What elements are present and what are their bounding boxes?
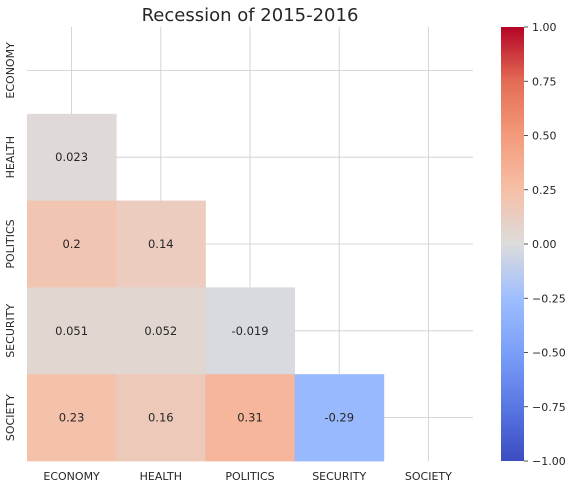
- heatmap-cell-value: 0.023: [55, 150, 88, 164]
- colorbar-tick-label: 0.75: [532, 75, 557, 88]
- colorbar-tick-label: 0.50: [532, 130, 557, 143]
- heatmap-cell: [205, 287, 295, 375]
- heatmap-cell: [116, 200, 206, 288]
- x-axis-tick-labels: ECONOMY HEALTH POLITICS SECURITY SOCIETY: [43, 470, 452, 483]
- colorbar-tick-label: 1.00: [532, 21, 557, 34]
- colorbar-tick-label: 0.25: [532, 184, 557, 197]
- heatmap-cell-value: -0.29: [324, 411, 354, 425]
- colorbar-tick-label: −1.00: [532, 455, 566, 468]
- heatmap-cell-labels: 0.023 0.2 0.14 0.051 0.052 -0.019 0.23 0.16 0.31…: [55, 150, 354, 424]
- x-tick-label: ECONOMY: [43, 470, 100, 483]
- heatmap-cell: [27, 200, 117, 288]
- heatmap-cell: [116, 287, 206, 375]
- heatmap-cell-value: 0.2: [62, 237, 80, 251]
- heatmap-cell: [205, 374, 295, 462]
- x-tick-label: SOCIETY: [405, 470, 452, 483]
- y-tick-label: SECURITY: [4, 304, 17, 358]
- chart-title: Recession of 2015-2016: [142, 5, 359, 26]
- heatmap-cell: [27, 374, 117, 462]
- y-tick-label: POLITICS: [4, 219, 17, 268]
- y-tick-label: ECONOMY: [4, 42, 17, 99]
- colorbar-tick-label: −0.75: [532, 401, 566, 414]
- colorbar-tick-label: −0.50: [532, 347, 566, 360]
- x-tick-label: POLITICS: [225, 470, 274, 483]
- heatmap-cell: [27, 113, 117, 201]
- heatmap-cell: [294, 374, 385, 462]
- colorbar: [501, 27, 524, 461]
- colorbar-tick-label: −0.25: [532, 292, 566, 305]
- heatmap-cells: [27, 113, 385, 462]
- x-tick-label: SECURITY: [312, 470, 366, 483]
- heatmap-cell-value: 0.31: [237, 411, 263, 425]
- y-tick-label: SOCIETY: [4, 394, 17, 441]
- heatmap-cell-value: 0.051: [55, 324, 88, 338]
- y-tick-label: HEALTH: [4, 136, 17, 178]
- heatmap-cell-value: -0.019: [231, 324, 268, 338]
- heatmap-cell-value: 0.23: [59, 411, 85, 425]
- colorbar-tick-label: 0.00: [532, 238, 557, 251]
- heatmap-cell: [116, 374, 206, 462]
- heatmap-cell-value: 0.14: [148, 237, 174, 251]
- heatmap-cell-value: 0.052: [144, 324, 177, 338]
- x-tick-label: HEALTH: [140, 470, 182, 483]
- y-axis-tick-labels: ECONOMY HEALTH POLITICS SECURITY SOCIETY: [4, 42, 17, 441]
- colorbar-tick-labels: 1.00 0.75 0.50 0.25 0.00 −0.25 −0.50 −0.75 −1.00: [524, 21, 566, 468]
- heatmap-cell: [27, 287, 117, 375]
- heatmap-cell-value: 0.16: [148, 411, 174, 425]
